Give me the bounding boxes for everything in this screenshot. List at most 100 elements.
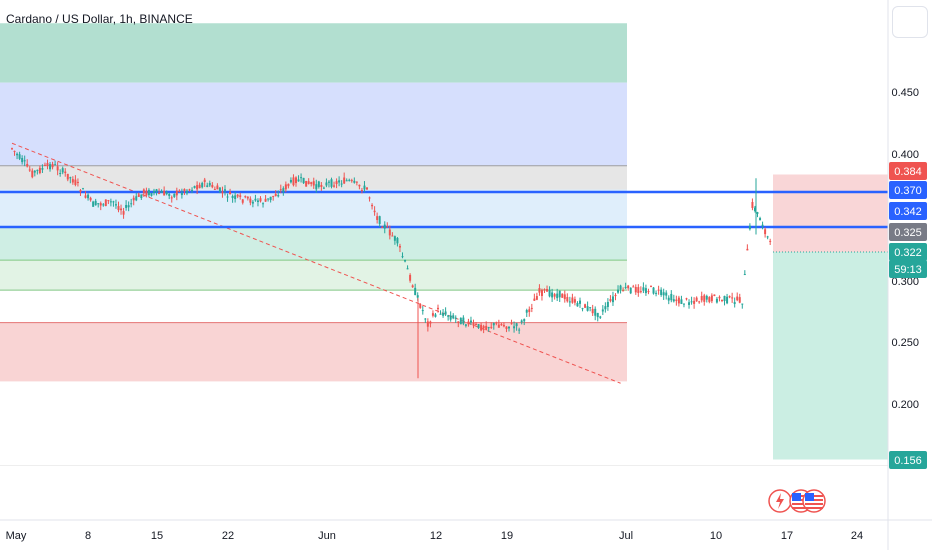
- candle-body: [487, 327, 490, 329]
- candle-body: [404, 260, 407, 262]
- zone-light-blue[interactable]: [0, 189, 627, 228]
- candle-body: [175, 190, 178, 196]
- price-badge-label: 0.384: [894, 166, 922, 178]
- candle-body: [246, 196, 249, 199]
- candle-body: [69, 177, 72, 179]
- candle-body: [477, 324, 480, 328]
- candle-body: [153, 190, 155, 193]
- candle-body: [254, 198, 257, 201]
- candle-body: [211, 184, 214, 188]
- candle-body: [120, 208, 123, 211]
- candle-body: [604, 306, 607, 310]
- candle-body: [490, 326, 493, 328]
- candle-body: [538, 288, 541, 293]
- position-target-zone[interactable]: [773, 252, 888, 460]
- candle-body: [251, 201, 254, 204]
- candle-body: [591, 308, 594, 314]
- candle-body: [284, 184, 287, 190]
- candle-body: [584, 304, 587, 308]
- candle-body: [183, 188, 186, 192]
- candle-body: [338, 180, 341, 183]
- candle-body: [345, 180, 348, 182]
- candle-body: [322, 187, 325, 189]
- candle-body: [64, 171, 67, 174]
- candle-body: [644, 288, 647, 294]
- price-badge-label: 0.342: [894, 206, 922, 218]
- candle-body: [38, 167, 41, 174]
- candle-body: [665, 292, 668, 296]
- candle-body: [287, 183, 290, 187]
- candle-body: [611, 296, 614, 303]
- candle-body: [741, 303, 744, 305]
- candle-body: [670, 293, 673, 301]
- zone-light-green[interactable]: [0, 260, 627, 291]
- candle-body: [56, 166, 59, 171]
- zone-top-green[interactable]: [0, 23, 627, 83]
- zone-teal[interactable]: [0, 227, 627, 261]
- candle-body: [87, 194, 90, 199]
- candle-body: [718, 296, 721, 299]
- candle-body: [398, 245, 401, 248]
- zone-red[interactable]: [0, 322, 627, 382]
- candle-body: [650, 286, 652, 288]
- candle-body: [710, 295, 713, 302]
- candle-body: [203, 179, 206, 183]
- candle-body: [655, 292, 658, 294]
- candle-body: [426, 321, 429, 327]
- candle-body: [147, 189, 150, 196]
- candle-body: [11, 148, 13, 150]
- price-badge-label: 0.325: [894, 227, 922, 239]
- candle-body: [647, 291, 650, 293]
- price-badge: [889, 451, 927, 469]
- candle-body: [84, 195, 87, 198]
- candle-body: [634, 286, 637, 293]
- candle-body: [43, 164, 46, 166]
- candle-body: [723, 295, 726, 302]
- candle-body: [191, 189, 194, 191]
- candle-body: [236, 194, 239, 197]
- candle-body: [553, 294, 556, 297]
- candle-body: [513, 326, 516, 329]
- settings-button[interactable]: [892, 6, 928, 38]
- candle-body: [551, 292, 554, 298]
- candle-body: [766, 236, 769, 238]
- candle-body: [667, 297, 670, 301]
- zone-gray[interactable]: [0, 165, 627, 190]
- candle-body: [221, 191, 224, 194]
- candle-body: [264, 198, 267, 202]
- candle-body: [142, 189, 145, 194]
- x-tick-label: 24: [851, 530, 863, 542]
- candle-body: [213, 188, 216, 190]
- candle-body: [576, 302, 579, 307]
- position-stop-zone[interactable]: [773, 174, 888, 253]
- x-tick-label: 17: [781, 530, 793, 542]
- candle-body: [540, 289, 543, 297]
- us-flag-icon[interactable]: [802, 489, 826, 513]
- candle-body: [753, 207, 756, 212]
- candle-body: [672, 299, 675, 302]
- x-tick-label: May: [6, 530, 27, 542]
- candle-body: [188, 189, 191, 191]
- candle-body: [107, 200, 110, 202]
- candle-body: [505, 326, 508, 329]
- zone-blue[interactable]: [0, 82, 627, 166]
- candle-body: [135, 196, 138, 201]
- candle-body: [33, 170, 36, 173]
- candle-body: [530, 307, 533, 309]
- candle-body: [596, 312, 599, 318]
- y-tick-label: 0.250: [891, 337, 919, 349]
- x-tick-label: 15: [151, 530, 163, 542]
- candle-body: [373, 210, 376, 213]
- candle-body: [383, 224, 386, 229]
- lightning-icon[interactable]: [768, 489, 792, 513]
- candle-body: [92, 201, 95, 207]
- candle-body: [508, 326, 510, 329]
- candle-body: [355, 181, 358, 183]
- candle-body: [411, 285, 414, 288]
- candle-body: [155, 189, 158, 192]
- x-tick-label: 12: [430, 530, 442, 542]
- candle-body: [249, 198, 252, 203]
- candle-body: [738, 297, 741, 303]
